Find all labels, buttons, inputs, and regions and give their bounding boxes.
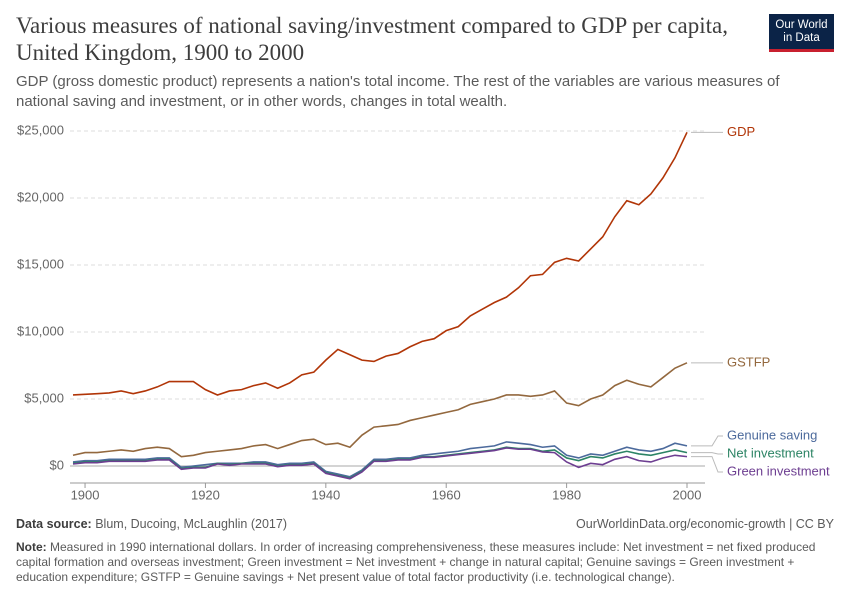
x-tick-label: 1980 xyxy=(552,487,581,502)
data-line xyxy=(72,131,688,396)
x-tick-label: 1960 xyxy=(432,487,461,502)
source-label: Data source: xyxy=(16,517,92,531)
series-label: GSTFP xyxy=(727,354,770,369)
logo-line: Our World xyxy=(775,19,828,31)
data-line xyxy=(72,441,688,478)
source: Data source: Blum, Ducoing, McLaughlin (… xyxy=(16,517,287,531)
logo[interactable]: Our World in Data xyxy=(769,14,834,52)
x-tick-label: 1940 xyxy=(311,487,340,502)
x-tick-label: 2000 xyxy=(673,487,702,502)
source-url[interactable]: OurWorldinData.org/economic-growth | CC … xyxy=(576,517,834,531)
note-label: Note: xyxy=(16,540,47,554)
source-text: Blum, Ducoing, McLaughlin (2017) xyxy=(95,517,287,531)
y-tick-label: $15,000 xyxy=(17,256,64,271)
data-line xyxy=(72,362,688,458)
data-line xyxy=(72,446,688,479)
series-label: GDP xyxy=(727,124,755,139)
label-connector xyxy=(691,456,723,473)
series-label: Genuine saving xyxy=(727,427,817,442)
chart-subtitle: GDP (gross domestic product) represents … xyxy=(16,73,780,110)
chart-title: Various measures of national saving/inve… xyxy=(16,13,728,65)
note-text: Measured in 1990 international dollars. … xyxy=(16,540,816,584)
series-label: Net investment xyxy=(727,445,814,460)
y-tick-label: $10,000 xyxy=(17,323,64,338)
y-tick-label: $25,000 xyxy=(17,122,64,137)
series-label: Green investment xyxy=(727,463,830,478)
y-tick-label: $20,000 xyxy=(17,189,64,204)
x-tick-label: 1920 xyxy=(191,487,220,502)
data-line xyxy=(72,447,688,480)
y-tick-label: $0 xyxy=(50,457,64,472)
label-connector xyxy=(691,452,723,455)
note: Note: Measured in 1990 international dol… xyxy=(16,540,836,585)
y-tick-label: $5,000 xyxy=(24,390,64,405)
logo-line: in Data xyxy=(783,32,820,44)
x-tick-label: 1900 xyxy=(71,487,100,502)
label-connector xyxy=(691,435,723,447)
